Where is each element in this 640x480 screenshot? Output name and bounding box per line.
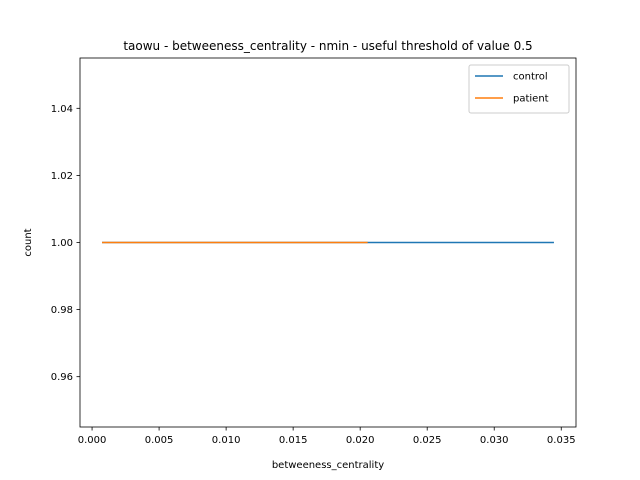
x-axis-label: betweeness_centrality bbox=[272, 460, 384, 471]
x-tick-label: 0.030 bbox=[480, 435, 509, 446]
y-axis-ticks: 0.96 0.98 1.00 1.02 1.04 bbox=[51, 104, 80, 383]
y-tick-label: 1.02 bbox=[51, 171, 73, 182]
legend-label-patient: patient bbox=[513, 94, 549, 105]
x-tick-label: 0.005 bbox=[145, 435, 174, 446]
y-tick-label: 0.96 bbox=[51, 372, 73, 383]
chart-title: taowu - betweeness_centrality - nmin - u… bbox=[123, 39, 532, 53]
x-tick-label: 0.000 bbox=[78, 435, 107, 446]
x-tick-label: 0.010 bbox=[212, 435, 241, 446]
x-axis-ticks: 0.000 0.005 0.010 0.015 0.020 0.025 0.030 0.035 bbox=[78, 427, 576, 446]
x-tick-label: 0.025 bbox=[413, 435, 442, 446]
y-tick-label: 1.04 bbox=[51, 104, 73, 115]
legend: control patient bbox=[468, 64, 570, 114]
x-tick-label: 0.020 bbox=[346, 435, 375, 446]
y-tick-label: 1.00 bbox=[51, 238, 73, 249]
y-tick-label: 0.98 bbox=[51, 305, 73, 316]
legend-label-control: control bbox=[513, 72, 548, 83]
x-tick-label: 0.035 bbox=[547, 435, 576, 446]
legend-box bbox=[468, 64, 570, 114]
y-axis-label: count bbox=[23, 228, 34, 256]
x-tick-label: 0.015 bbox=[279, 435, 308, 446]
